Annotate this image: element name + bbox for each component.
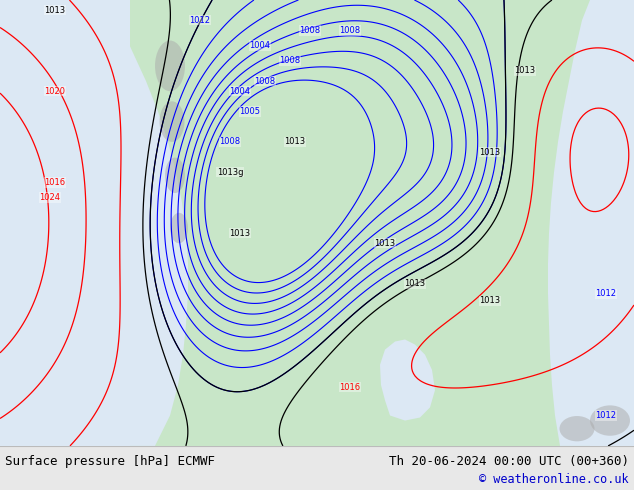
Text: 1013: 1013	[285, 137, 306, 147]
Text: 1004: 1004	[230, 87, 250, 96]
Ellipse shape	[590, 405, 630, 436]
Text: 1013: 1013	[230, 228, 250, 238]
Bar	[130, 0, 590, 446]
Text: 1013: 1013	[375, 239, 396, 248]
Text: 1008: 1008	[219, 137, 240, 147]
Text: © weatheronline.co.uk: © weatheronline.co.uk	[479, 473, 629, 487]
Text: 1013g: 1013g	[217, 168, 243, 177]
Text: 1012: 1012	[190, 16, 210, 25]
Ellipse shape	[165, 158, 185, 193]
Text: 1008: 1008	[280, 56, 301, 65]
Ellipse shape	[170, 213, 188, 243]
Ellipse shape	[559, 416, 595, 441]
Text: 1004: 1004	[250, 41, 271, 50]
Text: 1008: 1008	[339, 26, 361, 35]
Polygon shape	[380, 340, 435, 420]
Text: 1013: 1013	[479, 296, 501, 305]
Text: 1013: 1013	[514, 67, 536, 75]
Ellipse shape	[160, 101, 184, 142]
Text: 1005: 1005	[240, 107, 261, 116]
Polygon shape	[548, 0, 634, 446]
Text: 1024: 1024	[39, 193, 60, 202]
Text: 1012: 1012	[595, 411, 616, 420]
Ellipse shape	[155, 41, 185, 91]
Text: 1016: 1016	[44, 178, 65, 187]
Text: 1013: 1013	[479, 147, 501, 156]
Polygon shape	[0, 0, 188, 446]
Text: 1012: 1012	[595, 290, 616, 298]
Text: 1008: 1008	[299, 26, 321, 35]
Text: 1020: 1020	[44, 87, 65, 96]
Text: 1016: 1016	[339, 383, 361, 392]
Text: 1013: 1013	[404, 279, 425, 288]
Text: 1008: 1008	[254, 76, 276, 86]
Text: 1013: 1013	[44, 5, 65, 15]
Text: Th 20-06-2024 00:00 UTC (00+360): Th 20-06-2024 00:00 UTC (00+360)	[389, 455, 629, 468]
Text: Surface pressure [hPa] ECMWF: Surface pressure [hPa] ECMWF	[5, 455, 215, 468]
